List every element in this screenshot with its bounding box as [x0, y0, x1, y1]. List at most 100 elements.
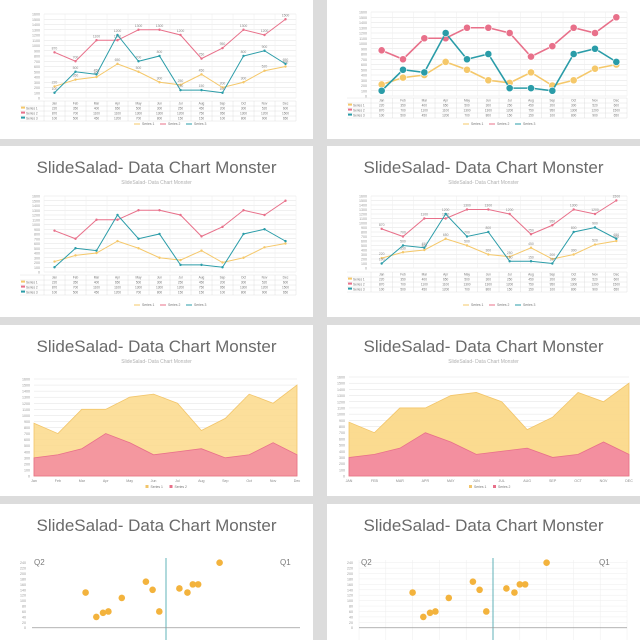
y-tick-label: 20 [22, 621, 26, 625]
table-cell: 450 [94, 117, 100, 121]
chart-svg-3: 0100200300400500600700800900100011001200… [347, 195, 628, 307]
y-tick-label: 1000 [359, 222, 367, 226]
data-point [551, 257, 554, 261]
table-cell: 870 [379, 283, 385, 287]
data-point [465, 235, 469, 238]
scatter-point [216, 559, 223, 567]
data-point [221, 266, 224, 269]
legend-label: Series 2 [498, 485, 511, 489]
y-tick-label: 700 [361, 235, 367, 239]
series-line-2 [54, 18, 286, 62]
table-cell: 400 [422, 104, 428, 108]
table-cell: 350 [400, 104, 406, 108]
data-label: 250 [178, 79, 184, 83]
table-cell: 900 [262, 291, 268, 295]
table-cell: 1500 [282, 112, 289, 116]
table-cell: 1100 [421, 109, 428, 113]
data-point [505, 29, 514, 37]
data-label: 870 [379, 223, 385, 227]
table-cell: 600 [283, 281, 289, 285]
scatter-point [521, 581, 529, 588]
table-cell: 1200 [177, 286, 184, 290]
y-tick-label: 1100 [22, 408, 30, 412]
y-tick-label: 900 [34, 49, 40, 53]
data-point [179, 33, 182, 37]
chart-svg-5: 0 100 200 300 400 500 600 700 800 900 1000 1100 1200… [337, 376, 633, 490]
table-cell: 350 [73, 281, 79, 285]
data-label: 700 [136, 55, 142, 59]
series-line-2 [381, 200, 617, 238]
data-point [95, 249, 98, 252]
data-label: 600 [613, 235, 619, 239]
y-tick-label: 500 [24, 444, 30, 448]
data-label: 100 [220, 87, 226, 91]
legend-swatch [169, 485, 173, 488]
chart-svg-0: 0100200300400500600700800900100011001200… [20, 13, 297, 126]
y-tick-label: 0 [365, 267, 367, 271]
y-tick-label: 1500 [22, 384, 30, 388]
data-point [508, 255, 511, 258]
x-tick-label: MAR [396, 479, 404, 483]
table-cell: 1300 [485, 283, 492, 287]
table-cell: 220 [52, 281, 58, 285]
data-point [572, 230, 575, 234]
data-label: 800 [157, 50, 163, 54]
data-point [95, 218, 98, 221]
table-header-cell: Aug [199, 276, 205, 280]
table-series-name: Series 1 [26, 281, 38, 285]
data-label: 250 [507, 251, 513, 255]
data-point [200, 88, 203, 92]
table-cell: 300 [157, 107, 163, 111]
x-tick-label: Apr [103, 479, 109, 483]
table-header-cell: Jan [379, 273, 384, 277]
table-cell: 500 [464, 104, 470, 108]
data-label: 1200 [591, 208, 599, 212]
data-point [527, 52, 535, 61]
scatter-point [176, 585, 183, 592]
data-label: 800 [485, 226, 491, 230]
slide-title: SlideSalad- Data Chart Monster [363, 516, 604, 535]
data-label: 1200 [506, 208, 514, 212]
table-cell: 600 [614, 278, 620, 282]
y-tick-label: 900 [339, 419, 345, 423]
data-label: 220 [379, 252, 385, 256]
data-point [380, 262, 383, 265]
table-cell: 700 [73, 286, 79, 290]
data-point [263, 228, 266, 231]
data-label: 150 [507, 255, 513, 259]
slide-scatter-chart-2: SlideSalad- Data Chart Monster 0 20 40 60 80… [327, 504, 640, 640]
table-cell: 200 [220, 281, 226, 285]
data-label: 350 [400, 246, 406, 250]
data-point [158, 232, 161, 236]
table-cell: 500 [400, 114, 406, 118]
y-tick-label: 1100 [359, 37, 367, 41]
scatter-point [516, 581, 524, 588]
table-header-cell: Nov [262, 276, 268, 280]
table-cell: 700 [136, 291, 142, 295]
y-tick-label: 300 [34, 256, 40, 260]
x-tick-label: Jan [31, 479, 37, 483]
table-cell: 1300 [570, 109, 577, 113]
y-tick-label: 600 [24, 438, 30, 442]
table-cell: 250 [507, 278, 513, 282]
data-point [200, 235, 203, 238]
table-cell: 900 [592, 114, 598, 118]
data-point [572, 208, 575, 211]
x-tick-label: Jun [151, 479, 157, 483]
table-cell: 800 [486, 288, 492, 292]
x-tick-label: Dec [294, 479, 301, 483]
table-cell: 1100 [114, 112, 121, 116]
data-point [551, 262, 554, 265]
data-point [508, 260, 511, 263]
table-cell: 300 [571, 278, 577, 282]
table-cell: 450 [528, 104, 534, 108]
data-point [74, 60, 77, 63]
y-tick-label: 1000 [32, 44, 40, 48]
data-point [593, 226, 597, 229]
table-header-cell: May [135, 276, 141, 280]
x-tick-label: JAN [346, 479, 353, 483]
table-header-cell: Jul [508, 99, 512, 103]
y-tick-label: 200 [361, 258, 367, 262]
table-cell: 150 [528, 288, 534, 292]
table-cell: 300 [486, 104, 492, 108]
